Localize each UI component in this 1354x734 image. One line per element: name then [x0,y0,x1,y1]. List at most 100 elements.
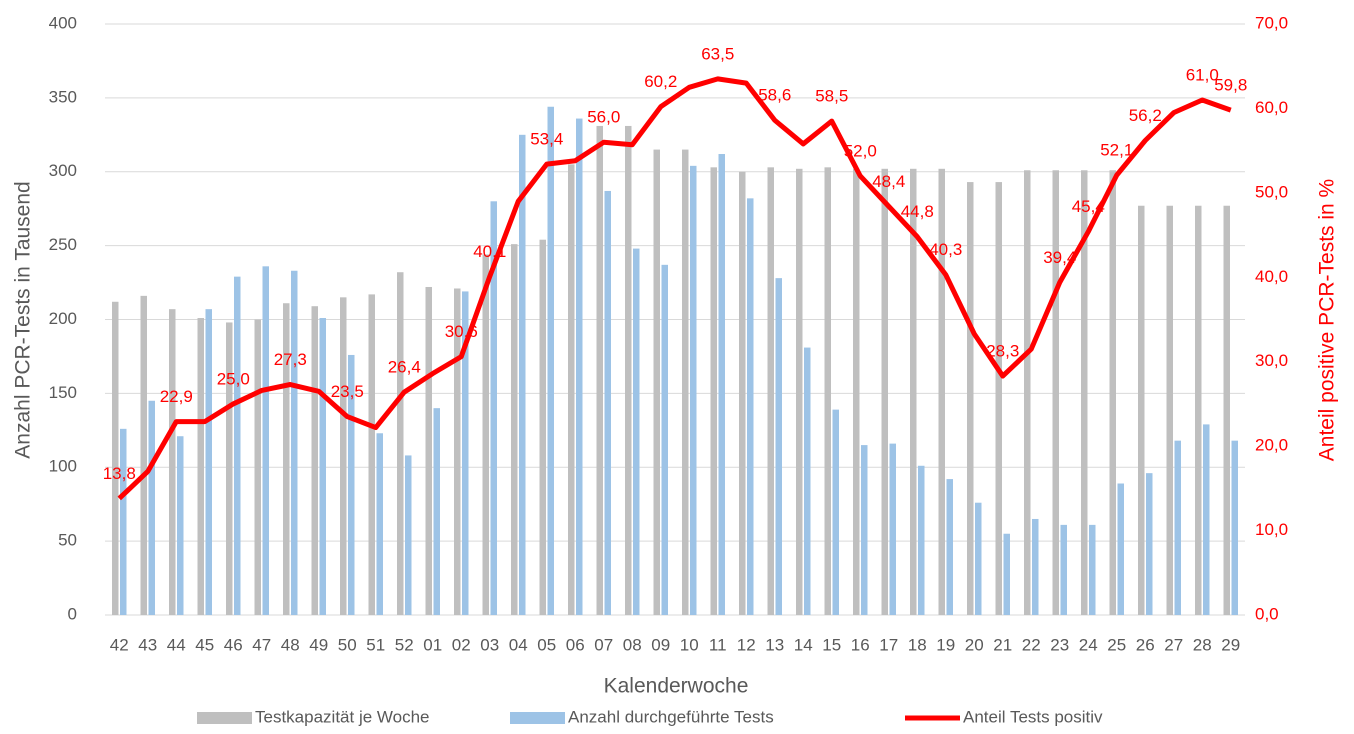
x-tick-label: 45 [195,635,214,654]
bar [1081,170,1088,615]
bar [690,165,697,615]
data-label: 52,0 [844,141,877,160]
bar [140,295,147,615]
bar [1138,205,1145,616]
data-label: 25,0 [217,369,250,388]
x-tick-label: 07 [594,635,613,654]
x-tick-label: 52 [395,635,414,654]
bar [804,347,811,615]
line [117,76,1232,501]
bar [861,445,868,615]
x-tick-label: 04 [509,635,528,654]
bar [710,167,717,615]
bar [889,443,896,615]
bar [1174,440,1181,615]
data-label: 45,4 [1072,197,1105,216]
y2-tick-label: 0,0 [1255,604,1279,623]
x-tick-label: 12 [737,635,756,654]
bar [718,154,725,615]
bar [576,118,583,615]
x-tick-label: 24 [1079,635,1098,654]
bar [340,297,347,615]
y2-tick-label: 20,0 [1255,436,1288,455]
bar [539,239,546,615]
bar [625,125,632,615]
x-tick-label: 14 [794,635,813,654]
x-tick-label: 43 [138,635,157,654]
bar [226,322,233,615]
bar [376,433,383,615]
y2-tick-label: 70,0 [1255,13,1288,32]
x-tick-label: 26 [1136,635,1155,654]
data-label: 58,5 [815,87,848,106]
y2-tick-label: 10,0 [1255,520,1288,539]
bar [747,198,754,615]
bar [120,428,127,615]
bar [1146,473,1153,615]
y-tick-label: 0 [68,604,77,623]
data-label: 56,0 [587,108,620,127]
x-tick-label: 44 [167,635,186,654]
bar [653,149,660,615]
bar [633,248,640,615]
data-label: 30,6 [445,322,478,341]
bar [975,502,982,615]
x-tick-label: 05 [537,635,556,654]
x-tick-label: 50 [338,635,357,654]
data-label: 23,5 [331,382,364,401]
bar [1109,170,1116,615]
x-tick-label: 13 [765,635,784,654]
bar [661,264,668,615]
bar [433,408,440,615]
x-tick-label: 03 [480,635,499,654]
bar [967,182,974,615]
data-label: 52,1 [1100,141,1133,160]
data-label: 48,4 [872,172,905,191]
y2-tick-label: 50,0 [1255,182,1288,201]
legend-swatch [197,712,252,724]
bar [291,270,298,615]
bar [604,190,611,615]
x-tick-label: 15 [822,635,841,654]
bar [1231,440,1238,615]
y-tick-label: 350 [49,87,77,106]
data-label: 27,3 [274,350,307,369]
x-tick-label: 16 [851,635,870,654]
data-label: 56,2 [1129,106,1162,125]
x-tick-label: 09 [651,635,670,654]
bar [1203,424,1210,615]
bar [739,171,746,615]
x-tick-label: 11 [709,635,727,654]
x-tick-label: 21 [993,635,1012,654]
y-tick-label: 50 [58,531,77,550]
bar [1117,483,1124,615]
bar [1195,205,1202,616]
bar [946,479,953,615]
data-label: 53,4 [530,130,563,149]
data-label: 59,8 [1214,76,1247,95]
bar [169,309,176,615]
bar [824,167,831,615]
x-tick-label: 42 [110,635,129,654]
bar [348,354,355,615]
data-label: 39,4 [1043,248,1076,267]
bar [283,303,290,615]
x-tick-label: 02 [452,635,471,654]
bar [1003,533,1010,615]
x-tick-label: 48 [281,635,300,654]
bar [519,134,526,615]
bar [832,409,839,615]
bar [490,201,497,616]
x-tick-label: 47 [252,635,271,654]
bar [311,306,318,615]
x-tick-label: 20 [965,635,984,654]
bar [1052,170,1059,615]
y-axis-title: Anzahl PCR-Tests in Tausend [12,181,35,458]
bar [112,301,119,615]
y-tick-label: 400 [49,13,77,32]
bar [234,276,241,615]
bar [568,164,575,616]
x-tick-label: 01 [423,635,442,654]
bar [853,168,860,616]
bar [511,244,518,615]
